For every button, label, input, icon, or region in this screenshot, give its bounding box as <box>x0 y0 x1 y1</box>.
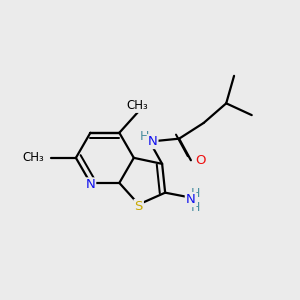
Text: H: H <box>190 187 200 200</box>
Text: CH₃: CH₃ <box>127 99 148 112</box>
Text: S: S <box>134 200 143 213</box>
Text: N: N <box>186 193 196 206</box>
Text: N: N <box>148 135 158 148</box>
Text: N: N <box>85 178 95 191</box>
Text: H: H <box>140 130 149 143</box>
Text: O: O <box>195 154 206 167</box>
Text: H: H <box>190 201 200 214</box>
Text: CH₃: CH₃ <box>23 152 44 164</box>
